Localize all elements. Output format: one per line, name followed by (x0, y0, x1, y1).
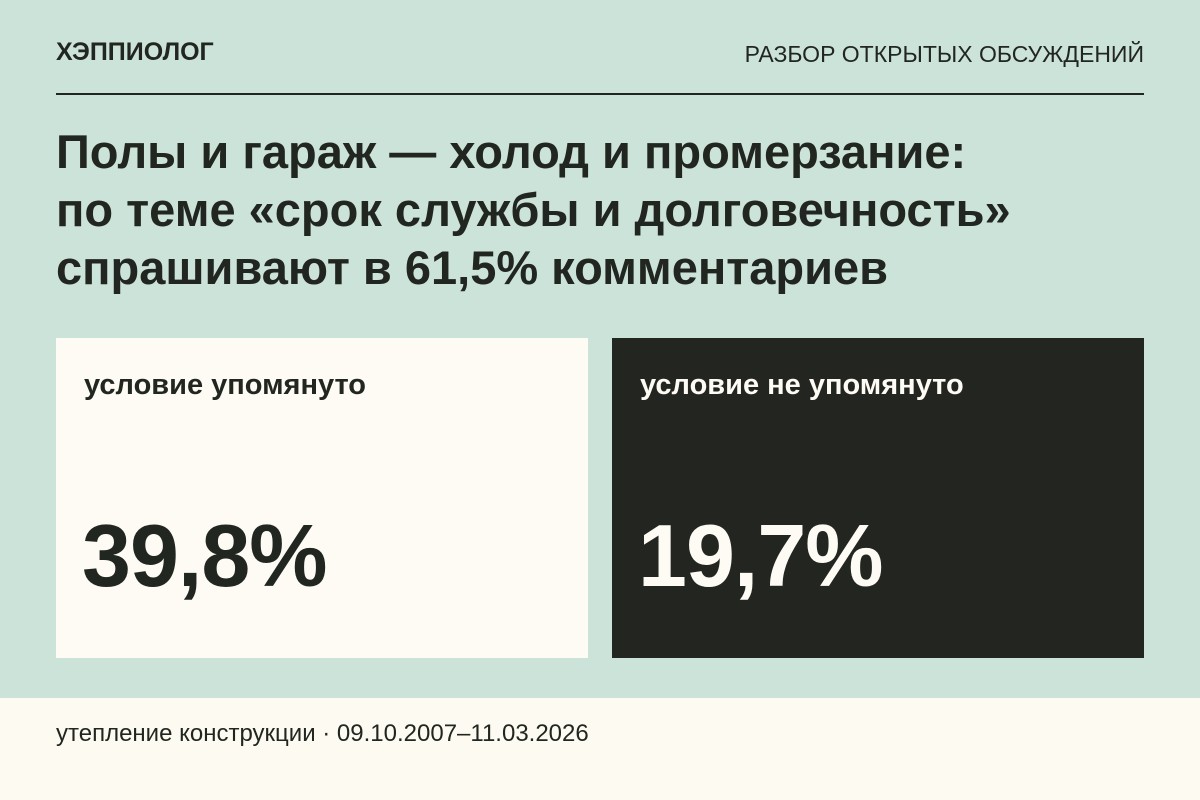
brand-name: ХЭППИОЛОГ (56, 38, 214, 66)
stat-card-label: условие упомянуто (84, 369, 367, 401)
section-label: РАЗБОР ОТКРЫТЫХ ОБСУЖДЕНИЙ (744, 41, 1144, 67)
footer: утепление конструкции · 09.10.2007–11.03… (0, 698, 1200, 800)
stat-card-value: 19,7% (638, 506, 884, 605)
headline-line-3: спрашивают в 61,5% комментариев (56, 241, 889, 294)
stat-card-label: условие не упомянуто (640, 369, 964, 401)
headline-line-2: по теме «срок службы и долговечность» (56, 183, 1011, 236)
stat-card-mentioned: условие упомянуто 39,8% (56, 338, 588, 658)
top-area: ХЭППИОЛОГ РАЗБОР ОТКРЫТЫХ ОБСУЖДЕНИЙ Пол… (56, 38, 1144, 658)
stat-card-not-mentioned: условие не упомянуто 19,7% (612, 338, 1144, 658)
header-divider (56, 93, 1144, 95)
headline-line-1: Полы и гараж — холод и промерзание: (56, 125, 967, 178)
stat-card-value: 39,8% (82, 506, 328, 605)
footer-caption: утепление конструкции · 09.10.2007–11.03… (56, 720, 589, 747)
headline: Полы и гараж — холод и промерзание: по т… (56, 123, 1144, 297)
